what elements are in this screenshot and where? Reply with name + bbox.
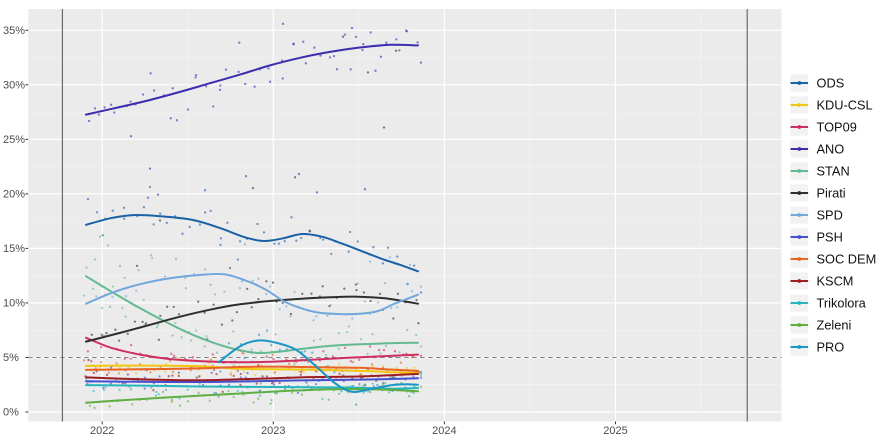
svg-text:25%: 25% — [3, 134, 25, 146]
svg-text:2023: 2023 — [261, 425, 285, 437]
svg-text:PRO: PRO — [817, 339, 845, 354]
svg-text:PSH: PSH — [817, 229, 843, 244]
svg-text:KSCM: KSCM — [817, 273, 854, 288]
svg-text:SOC DEM: SOC DEM — [817, 251, 877, 266]
svg-text:20%: 20% — [3, 188, 25, 200]
svg-text:Pirati: Pirati — [817, 185, 846, 200]
svg-text:10%: 10% — [3, 297, 25, 309]
svg-text:Trikolora: Trikolora — [817, 295, 867, 310]
svg-text:2024: 2024 — [432, 425, 456, 437]
svg-text:5%: 5% — [3, 352, 19, 364]
svg-text:2022: 2022 — [90, 425, 114, 437]
svg-text:KDU-CSL: KDU-CSL — [817, 97, 873, 112]
svg-text:SPD: SPD — [817, 207, 843, 222]
svg-text:STAN: STAN — [817, 163, 850, 178]
svg-text:0%: 0% — [3, 407, 19, 419]
svg-text:TOP09: TOP09 — [817, 119, 857, 134]
svg-text:15%: 15% — [3, 243, 25, 255]
svg-text:2025: 2025 — [603, 425, 627, 437]
svg-text:ANO: ANO — [817, 141, 845, 156]
svg-text:ODS: ODS — [817, 75, 845, 90]
svg-text:35%: 35% — [3, 25, 25, 37]
svg-text:30%: 30% — [3, 79, 25, 91]
svg-text:Zeleni: Zeleni — [817, 317, 852, 332]
